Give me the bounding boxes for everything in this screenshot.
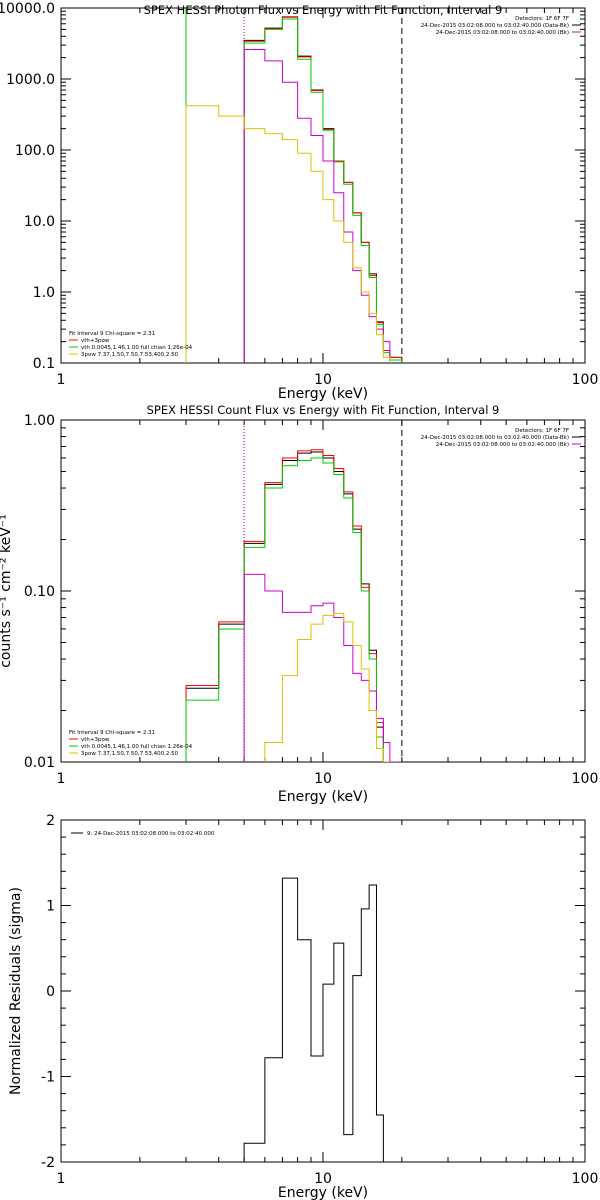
legend-header: Fit Interval 9 Chi-square = 2.31 <box>69 730 155 736</box>
y-tick-label: 2 <box>46 813 55 829</box>
x-tick-label: 10 <box>314 1171 332 1187</box>
y-tick-label: 1.0 <box>33 285 55 301</box>
series-histogram-3 <box>185 457 384 762</box>
x-tick-label: 100 <box>572 372 599 388</box>
header-line: Detectors: 1F 6F 7F <box>515 428 569 434</box>
legend-header: Fit Interval 9 Chi-square = 2.31 <box>69 331 155 337</box>
y-tick-label: -2 <box>41 1155 55 1171</box>
y-tick-label: 10.0 <box>24 214 55 230</box>
data-area <box>185 420 403 762</box>
legend-entry: 9: 24-Dec-2015 03:02:08.000 to 03:02:40.… <box>87 831 215 837</box>
series-histogram-4 <box>243 573 402 762</box>
y-tick-label: 1000.0 <box>6 72 55 88</box>
y-tick-label: 10000.0 <box>0 1 55 17</box>
y-tick-label: 0.01 <box>24 755 55 771</box>
data-area <box>185 8 403 363</box>
x-tick-label: 1 <box>57 771 66 787</box>
legend-entry: vth+3pow <box>81 737 110 743</box>
series-histogram-5 <box>185 105 391 363</box>
y-axis-label: counts s⁻¹ cm⁻² keV⁻¹ <box>0 514 14 668</box>
x-axis-label: Energy (keV) <box>278 789 368 805</box>
x-tick-label: 1 <box>57 372 66 388</box>
x-axis-label: Energy (keV) <box>278 386 368 402</box>
header-line: 24-Dec-2015 03:02:08.000 to 03:02:40.000… <box>436 30 569 36</box>
legend-entry: vth 0.0045,1.46,1.00 full chian 1.26e-04 <box>81 345 193 351</box>
header-line: 24-Dec-2015 03:02:08.000 to 03:02:40.000… <box>421 23 569 29</box>
x-tick-label: 10 <box>314 771 332 787</box>
y-tick-label: 0.1 <box>33 356 55 372</box>
x-axis-label: Energy (keV) <box>278 1185 368 1200</box>
y-axis-label: Normalized Residuals (sigma) <box>8 887 24 1095</box>
chart-panel-1: SPEX HESSI Photon Flux vs Energy with Fi… <box>0 1 598 402</box>
x-tick-label: 10 <box>314 372 332 388</box>
x-tick-label: 100 <box>572 1171 599 1187</box>
y-tick-label: 1.00 <box>24 413 55 429</box>
chart-panel-3: 1 10 100 -2 -1 0 1 2 Energy (keV) Normalized Resi… <box>8 813 598 1200</box>
series-histogram-1 <box>243 877 384 1162</box>
chart-panel-2: SPEX HESSI Count Flux vs Energy with Fit… <box>0 403 598 805</box>
legend-entry: vth+3pow <box>81 338 110 344</box>
legend-entry: vth 0.0045,1.46,1.00 full chian 1.26e-04 <box>81 744 193 750</box>
y-tick-label: -1 <box>41 1070 55 1086</box>
y-tick-label: 1 <box>46 899 55 915</box>
x-tick-label: 1 <box>57 1171 66 1187</box>
y-tick-label: 0 <box>46 984 55 1000</box>
y-tick-label: 0.10 <box>24 584 55 600</box>
series-histogram-5 <box>264 612 390 762</box>
header-line: Detectors: 1F 6F 7F <box>515 16 569 22</box>
chart-title: SPEX HESSI Count Flux vs Energy with Fit… <box>147 403 500 417</box>
header-line: 24-Dec-2015 03:02:08.000 to 03:02:40.000… <box>421 435 569 441</box>
legend-entry: 3pow 7.37,1.50,7.50,7.53,400,2.50 <box>81 751 179 757</box>
header-line: 24-Dec-2015 03:02:08.000 to 03:02:40.000… <box>436 442 569 448</box>
legend-entry: 3pow 7.37,1.50,7.50,7.53,400,2.50 <box>81 352 179 358</box>
x-tick-label: 100 <box>572 771 599 787</box>
y-tick-label: 100.0 <box>15 143 55 159</box>
data-area <box>243 877 384 1162</box>
